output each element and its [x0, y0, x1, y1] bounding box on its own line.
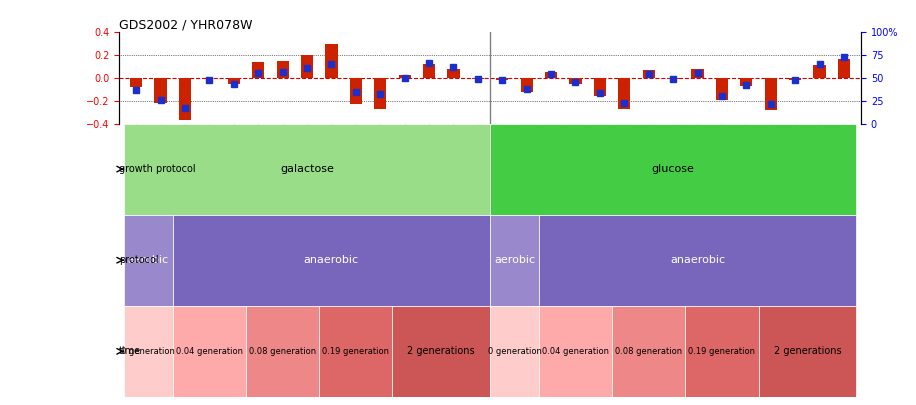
Text: aerobic: aerobic — [494, 255, 535, 265]
Text: anaerobic: anaerobic — [304, 255, 359, 265]
Bar — [765, 78, 777, 110]
Text: 0.08 generation: 0.08 generation — [616, 347, 682, 356]
FancyBboxPatch shape — [758, 306, 856, 397]
Bar — [179, 78, 191, 120]
FancyBboxPatch shape — [319, 306, 392, 397]
Text: 2 generations: 2 generations — [408, 346, 475, 356]
Bar — [301, 55, 313, 78]
Text: 0 generation: 0 generation — [487, 347, 541, 356]
FancyBboxPatch shape — [539, 215, 856, 306]
FancyBboxPatch shape — [490, 215, 539, 306]
Bar — [643, 70, 655, 78]
Text: protocol: protocol — [119, 255, 158, 265]
FancyBboxPatch shape — [173, 215, 490, 306]
FancyBboxPatch shape — [173, 306, 246, 397]
Text: 0.19 generation: 0.19 generation — [689, 347, 756, 356]
Bar — [667, 78, 679, 79]
Text: galactose: galactose — [280, 164, 334, 174]
Text: 0.04 generation: 0.04 generation — [542, 347, 609, 356]
Bar — [252, 62, 265, 78]
Text: 0.08 generation: 0.08 generation — [249, 347, 316, 356]
FancyBboxPatch shape — [124, 215, 173, 306]
Text: aerobic: aerobic — [128, 255, 169, 265]
Bar — [325, 44, 337, 78]
Bar — [350, 78, 362, 104]
Bar — [130, 78, 142, 87]
Bar — [838, 59, 850, 78]
Bar — [277, 61, 289, 78]
Bar — [570, 78, 582, 84]
Bar — [545, 72, 557, 78]
Text: 0.19 generation: 0.19 generation — [322, 347, 389, 356]
Bar — [447, 69, 460, 78]
Bar — [374, 78, 387, 109]
Text: time: time — [119, 346, 141, 356]
Bar — [423, 64, 435, 78]
Text: glucose: glucose — [651, 164, 694, 174]
FancyBboxPatch shape — [685, 306, 758, 397]
Text: 0.04 generation: 0.04 generation — [176, 347, 243, 356]
Bar — [740, 78, 752, 86]
Bar — [813, 66, 825, 78]
Text: anaerobic: anaerobic — [670, 255, 725, 265]
FancyBboxPatch shape — [490, 124, 856, 215]
Bar — [789, 78, 802, 80]
FancyBboxPatch shape — [392, 306, 490, 397]
Bar — [228, 78, 240, 84]
FancyBboxPatch shape — [246, 306, 319, 397]
FancyBboxPatch shape — [124, 306, 173, 397]
Bar — [496, 78, 508, 80]
FancyBboxPatch shape — [612, 306, 685, 397]
Text: 2 generations: 2 generations — [773, 346, 841, 356]
Bar — [398, 75, 410, 78]
Bar — [472, 78, 484, 79]
FancyBboxPatch shape — [124, 124, 490, 215]
Bar — [155, 78, 167, 103]
Bar — [520, 78, 533, 92]
Text: growth protocol: growth protocol — [119, 164, 196, 174]
FancyBboxPatch shape — [490, 306, 539, 397]
Bar — [618, 78, 630, 109]
Text: 0 generation: 0 generation — [122, 347, 175, 356]
Bar — [692, 69, 703, 78]
FancyBboxPatch shape — [539, 306, 612, 397]
Bar — [715, 78, 728, 100]
Text: GDS2002 / YHR078W: GDS2002 / YHR078W — [119, 18, 253, 31]
Bar — [594, 78, 606, 96]
